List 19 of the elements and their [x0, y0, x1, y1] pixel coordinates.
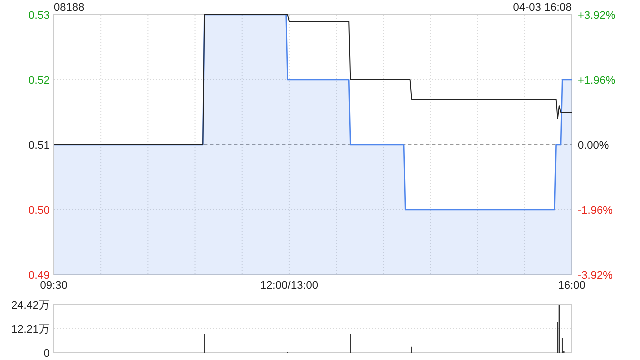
x-tick-label: 12:00/13:00	[260, 280, 319, 292]
y2-tick-label: -3.92%	[578, 270, 614, 282]
y2-tick-label: +3.92%	[578, 10, 616, 22]
x-tick-label: 09:30	[40, 280, 68, 292]
x-tick-label: 16:00	[558, 280, 586, 292]
text: 04-03 16:08	[513, 2, 572, 14]
y2-tick-label: -1.96%	[578, 205, 614, 217]
y-tick-label: 0	[44, 348, 50, 360]
y-tick-label: 0.50	[28, 205, 50, 217]
y-tick-label: 0.53	[28, 10, 50, 22]
y2-tick-label: +1.96%	[578, 75, 616, 87]
chart-title: 08188	[54, 2, 85, 14]
y-tick-label: 24.42万	[11, 300, 50, 312]
y-tick-label: 12.21万	[11, 324, 50, 336]
line-series	[54, 14, 572, 146]
y-tick-label: 0.52	[28, 75, 50, 87]
y2-tick-label: 0.00%	[578, 140, 610, 152]
y-tick-label: 0.51	[28, 140, 50, 152]
y-tick-label: 0.49	[28, 270, 50, 282]
